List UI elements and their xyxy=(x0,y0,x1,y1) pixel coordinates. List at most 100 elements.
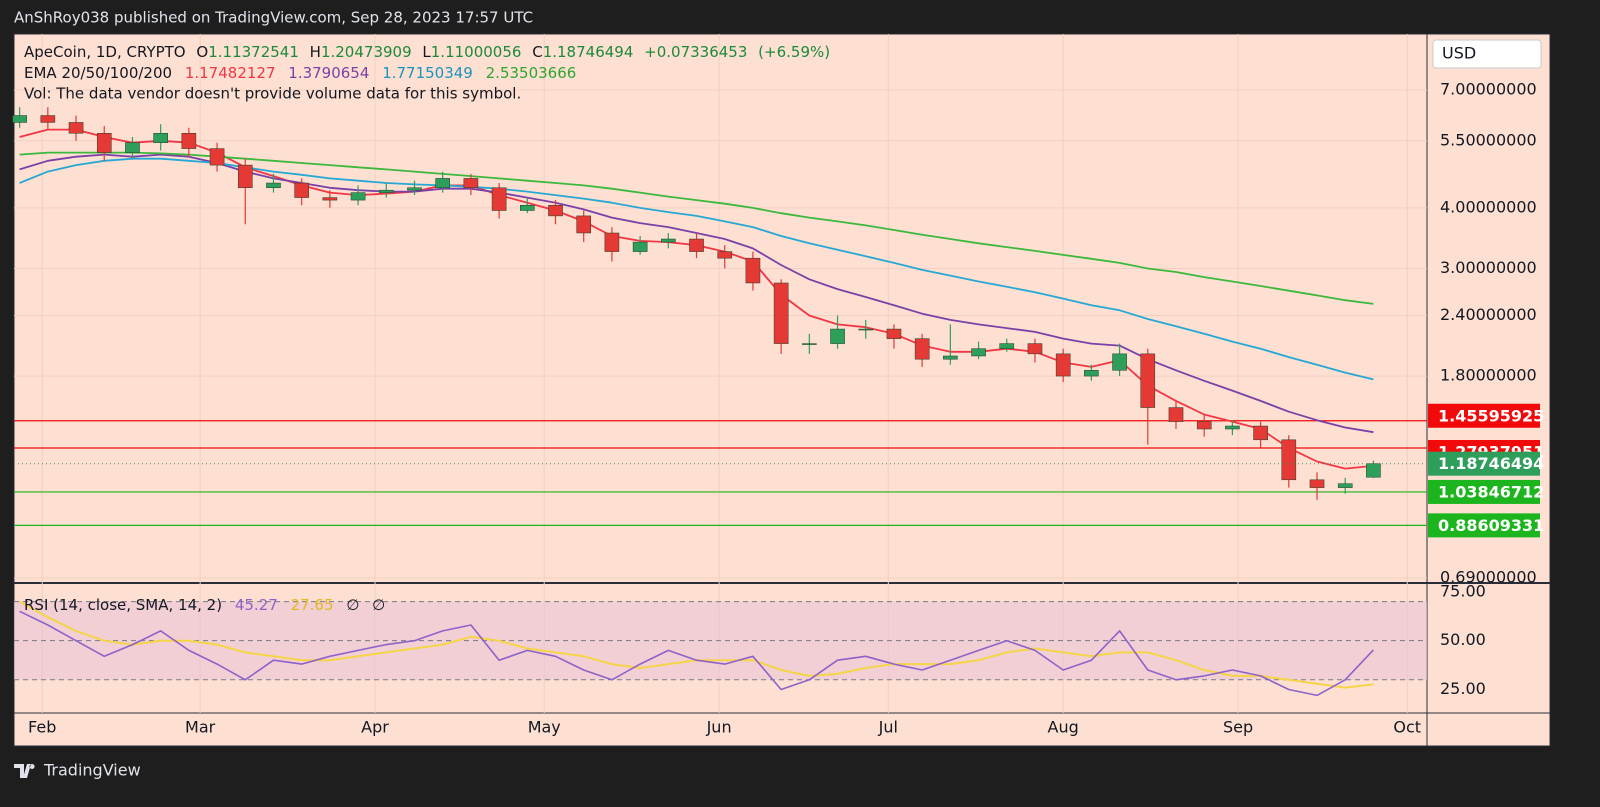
symbol-title: ApeCoin, 1D, CRYPTO xyxy=(24,43,186,61)
rsi-sma-value: 27.65 xyxy=(291,596,334,614)
x-tick-label: Apr xyxy=(361,718,389,737)
candle-body xyxy=(1281,439,1297,481)
y-tick-label: 1.80000000 xyxy=(1440,366,1537,385)
candle-body xyxy=(604,232,620,252)
currency: USD xyxy=(1442,44,1476,63)
rsi-title: RSI (14, close, SMA, 14, 2) xyxy=(24,596,222,614)
x-tick-label: Jun xyxy=(706,718,732,737)
y-tick-label: 5.50000000 xyxy=(1440,130,1537,149)
ema-value: 2.53503666 xyxy=(486,64,577,82)
candle-body xyxy=(435,178,450,189)
ohlc-label: L xyxy=(422,43,431,61)
candle-body xyxy=(463,178,479,189)
x-tick-label: Oct xyxy=(1393,718,1421,737)
level-label: 0.88609331 xyxy=(1438,516,1544,535)
candle-body xyxy=(407,187,422,191)
candle-body xyxy=(1196,421,1212,430)
rsi-tick-label: 25.00 xyxy=(1440,679,1486,698)
candle-body xyxy=(1337,483,1353,488)
ema-label: EMA 20/50/100/200 xyxy=(24,64,172,82)
candle-body xyxy=(773,282,789,344)
candle-body xyxy=(237,164,253,189)
candle-body xyxy=(971,348,986,357)
candle-body xyxy=(1084,370,1099,377)
level-label: 1.03846712 xyxy=(1438,482,1544,501)
ohlc-label: C xyxy=(532,43,542,61)
x-tick-label: May xyxy=(528,718,561,737)
candle-body xyxy=(153,132,168,143)
candle-body xyxy=(1140,353,1156,408)
rsi-line xyxy=(19,610,1374,697)
rsi-tick-label: 75.00 xyxy=(1440,581,1486,600)
y-tick-label: 4.00000000 xyxy=(1440,197,1537,216)
candle-body xyxy=(125,142,140,153)
candle-body xyxy=(661,238,676,243)
candle-body xyxy=(914,338,930,360)
candle-body xyxy=(1112,353,1127,371)
candle-body xyxy=(999,343,1015,349)
y-tick-label: 3.00000000 xyxy=(1440,258,1537,277)
candle-body xyxy=(1225,425,1240,430)
rsi-na: ∅ xyxy=(372,596,385,614)
candle-body xyxy=(1055,353,1071,377)
candle-body xyxy=(689,238,704,252)
candle-body xyxy=(745,257,761,284)
candle-body xyxy=(12,115,27,123)
logo-mark xyxy=(14,764,35,778)
candle-body xyxy=(520,204,535,211)
ohlc-value: 1.11372541 xyxy=(208,43,299,61)
ohlc-value: 1.18746494 xyxy=(543,43,634,61)
candle-body xyxy=(1366,463,1381,478)
candle-body xyxy=(378,189,394,193)
candle-body xyxy=(266,182,281,189)
ema-value: 1.77150349 xyxy=(382,64,473,82)
candle-body xyxy=(181,132,197,149)
candle-body xyxy=(40,115,56,123)
brand: TradingView xyxy=(43,761,141,780)
change-pct: (+6.59%) xyxy=(758,43,830,61)
y-tick-label: 7.00000000 xyxy=(1440,79,1537,98)
rsi-value: 45.27 xyxy=(235,596,278,614)
ohlc-label: O xyxy=(196,43,208,61)
candle-body xyxy=(322,197,338,201)
candle-body xyxy=(886,328,902,339)
candle-body xyxy=(96,132,112,153)
candle-body xyxy=(717,251,733,259)
currency-box[interactable] xyxy=(1432,39,1542,69)
ohlc-value: 1.20473909 xyxy=(321,43,412,61)
ohlc-value: 1.11000056 xyxy=(431,43,522,61)
level-label: 1.45595925 xyxy=(1438,406,1544,425)
candle-body xyxy=(548,204,563,217)
x-tick-label: Jul xyxy=(878,718,898,737)
legend-rsi: RSI (14, close, SMA, 14, 2) 45.27 27.65 … xyxy=(24,596,385,614)
candle-body xyxy=(830,328,845,344)
legend-ema: EMA 20/50/100/200 1.17482127 1.3790654 1… xyxy=(24,64,576,82)
candle-body xyxy=(68,122,84,134)
y-tick-label: 2.40000000 xyxy=(1440,305,1537,324)
rsi-tick-label: 50.00 xyxy=(1440,630,1486,649)
candle-body xyxy=(576,215,592,234)
level-label-box xyxy=(1428,513,1540,538)
candle-body xyxy=(943,355,958,360)
ema-line xyxy=(19,151,1374,305)
ohlc-label: H xyxy=(310,43,321,61)
candle-body xyxy=(1253,425,1268,441)
brand-logo: TradingView xyxy=(14,761,141,780)
legend-ohlc: ApeCoin, 1D, CRYPTO O1.11372541 H1.20473… xyxy=(24,43,830,61)
candle-body xyxy=(1027,343,1043,355)
x-tick-label: Feb xyxy=(28,718,56,737)
level-label-box xyxy=(1428,479,1540,504)
level-label-box xyxy=(1428,403,1540,428)
price-label-box xyxy=(1428,451,1540,476)
candle-body xyxy=(209,148,225,166)
y-tick-label: 0.69000000 xyxy=(1440,568,1537,587)
candle-body xyxy=(350,192,366,201)
candle-body xyxy=(1168,407,1184,422)
change: +0.07336453 xyxy=(644,43,747,61)
x-tick-label: Mar xyxy=(185,718,216,737)
candle-body xyxy=(491,187,507,211)
volume-note: Vol: The data vendor doesn't provide vol… xyxy=(24,85,521,103)
legend: ApeCoin, 1D, CRYPTO O1.11372541 H1.20473… xyxy=(24,43,830,614)
candle-body xyxy=(294,182,309,198)
